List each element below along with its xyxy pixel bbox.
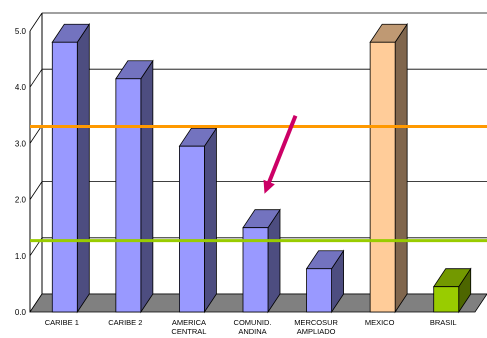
y-tick-label: 0.0 — [15, 308, 27, 317]
x-tick-label: MEXICO — [365, 318, 395, 327]
x-tick-label: AMERICA CENTRAL — [171, 318, 206, 336]
bar-front — [51, 41, 78, 313]
y-tick-label: 5.0 — [15, 27, 27, 36]
bar-side — [394, 22, 408, 314]
bar — [432, 267, 472, 314]
bar-side — [76, 22, 90, 314]
x-tick-label: COMUNID. ANDINA — [234, 318, 272, 336]
y-tick-label: 3.0 — [15, 139, 27, 148]
bar — [242, 208, 281, 314]
bar-front — [179, 145, 205, 313]
arrow-shaft — [265, 114, 298, 187]
x-tick-label: CARIBE 1 — [45, 318, 79, 327]
arrow-head — [263, 179, 275, 194]
bar-front — [115, 78, 142, 313]
bar — [178, 126, 218, 314]
gridline-depth — [29, 125, 43, 144]
x-tick-label: CARIBE 2 — [108, 318, 142, 327]
gridline-depth — [29, 181, 43, 200]
x-tick-label: MERCOSUR AMPLIADO — [294, 318, 338, 336]
x-axis-labels: CARIBE 1 CARIBE 2 AMERICA CENTRAL COMUNID. AN… — [45, 318, 457, 336]
y-tick-label: 2.0 — [15, 196, 27, 205]
y-tick-label: 4.0 — [15, 83, 27, 92]
bar-front — [433, 286, 460, 313]
annotations — [263, 114, 298, 194]
bar-side — [204, 126, 217, 314]
bar-front — [369, 41, 396, 313]
bar-side — [140, 59, 154, 314]
bar — [115, 59, 154, 314]
x-tick-label: BRASIL — [430, 318, 457, 327]
bar — [369, 22, 408, 314]
y-axis: 0.0 1.0 2.0 3.0 4.0 5.0 — [15, 27, 31, 317]
bar — [51, 22, 91, 314]
reference-lines — [30, 125, 487, 243]
gridline-depth — [29, 68, 43, 88]
gridline-depth — [29, 12, 43, 32]
bars — [51, 22, 472, 314]
y-tick-label: 1.0 — [15, 252, 27, 261]
bar-front — [306, 268, 332, 313]
bar — [305, 249, 345, 314]
